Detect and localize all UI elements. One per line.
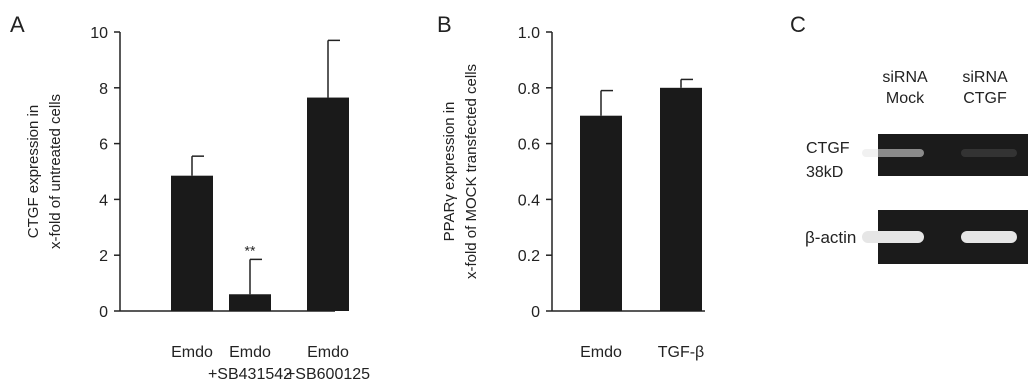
x-tick-label: Emdo — [171, 344, 213, 361]
y-tick-label: 0.8 — [518, 81, 540, 98]
lane-label: siRNA — [962, 69, 1008, 86]
lane-label: Mock — [886, 90, 925, 107]
blot-row-label: CTGF — [806, 140, 850, 157]
y-axis-label: x-fold of untreated cells — [47, 94, 64, 249]
y-tick-label: 10 — [90, 25, 108, 42]
x-tick-label: Emdo — [307, 344, 349, 361]
bar — [229, 294, 271, 311]
lane-label: CTGF — [963, 90, 1007, 107]
x-tick-label: TGF-β — [658, 344, 705, 361]
x-tick-label: +SB600125 — [286, 366, 370, 383]
x-tick-label: +SB431542 — [208, 366, 292, 383]
y-axis-label: CTGF expression in — [25, 105, 42, 238]
y-axis-label: PPARγ expression in — [441, 102, 458, 242]
bar — [171, 175, 213, 311]
panel-label-b: B — [437, 12, 452, 37]
x-tick-label: Emdo — [580, 344, 622, 361]
y-tick-label: 0.4 — [518, 192, 540, 209]
y-tick-label: 4 — [99, 192, 108, 209]
y-tick-label: 6 — [99, 137, 108, 154]
panel-label-a: A — [10, 12, 25, 37]
bar — [580, 115, 622, 311]
panel-c: C siRNA Mock siRNA CTGF CTGF 38kD β-actin — [790, 12, 1028, 264]
blot-band — [862, 231, 924, 243]
blot-row-label: 38kD — [806, 164, 843, 181]
y-axis-label: x-fold of MOCK transfected cells — [463, 64, 480, 279]
blot-band — [961, 231, 1017, 243]
y-tick-label: 0.6 — [518, 137, 540, 154]
y-tick-label: 8 — [99, 81, 108, 98]
y-tick-label: 0.2 — [518, 248, 540, 265]
y-tick-label: 0 — [99, 304, 108, 321]
blot-band — [961, 149, 1017, 157]
x-tick-label: Emdo — [229, 344, 271, 361]
y-tick-label: 0 — [531, 304, 540, 321]
significance-label: ** — [245, 242, 256, 258]
panel-a: A 0 2 4 6 8 10 CTGF expression in x-fold of unt… — [10, 12, 370, 383]
bar — [660, 87, 702, 311]
blot-band — [862, 149, 924, 157]
panel-label-c: C — [790, 12, 806, 37]
y-tick-label: 2 — [99, 248, 108, 265]
lane-label: siRNA — [882, 69, 928, 86]
bar — [307, 97, 349, 311]
y-tick-label: 1.0 — [518, 25, 540, 42]
blot-row-label: β-actin — [805, 228, 856, 247]
panel-b: B 0 0.2 0.4 0.6 0.8 1.0 PPARγ expression in x-f… — [437, 12, 705, 361]
